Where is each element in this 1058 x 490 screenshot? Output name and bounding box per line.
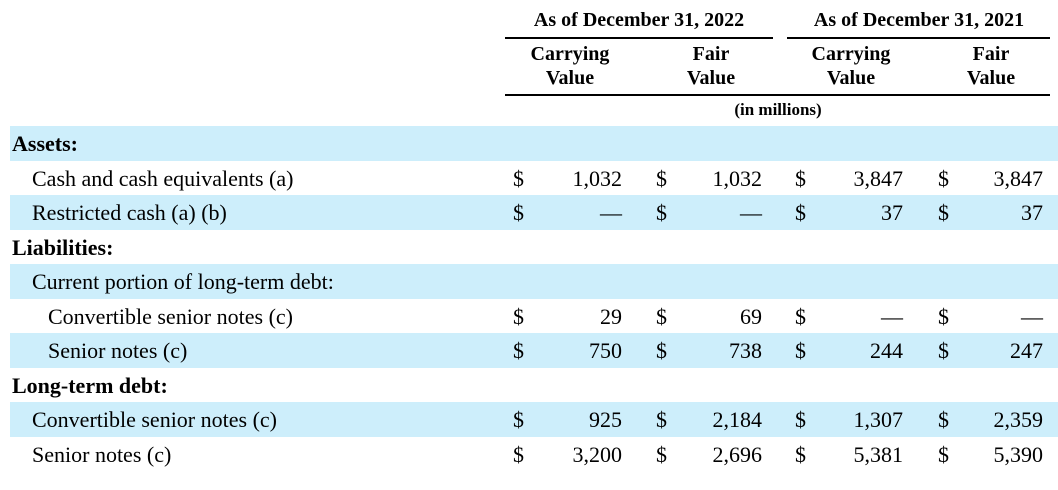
currency-sign: $ <box>795 441 806 467</box>
currency-sign: $ <box>795 338 806 363</box>
cell-value: — <box>881 303 903 329</box>
column-header: Value <box>966 67 1016 89</box>
row-label: Convertible senior notes (c) <box>32 407 277 432</box>
cell-value: 5,390 <box>993 441 1044 467</box>
currency-sign: $ <box>656 441 667 467</box>
currency-sign: $ <box>795 200 806 225</box>
row-label: Current portion of long-term debt: <box>32 269 334 294</box>
cell-value: 244 <box>870 338 903 363</box>
cell-value: 738 <box>729 338 762 363</box>
currency-sign: $ <box>938 200 949 225</box>
row-label: Liabilities: <box>12 234 114 260</box>
table-row: Convertible senior notes (c) $925 $2,184 $1… <box>10 402 1058 437</box>
cell-value: 2,696 <box>712 441 763 467</box>
currency-sign: $ <box>513 200 524 225</box>
units: (in millions) <box>734 100 822 119</box>
column-header: Fair <box>972 43 1010 65</box>
group-header: As of December 31, 2022 <box>533 9 745 31</box>
currency-sign: $ <box>656 165 667 191</box>
row-label: Long-term debt: <box>12 372 168 398</box>
table-row: Cash and cash equivalents (a) $1,032 $1,03… <box>10 161 1058 196</box>
cell-value: 3,847 <box>993 165 1044 191</box>
column-header: Value <box>826 67 876 89</box>
cell-value: 750 <box>589 338 622 363</box>
cell-value: 1,032 <box>712 165 763 191</box>
currency-sign: $ <box>795 407 806 432</box>
header-rule <box>505 94 1050 96</box>
column-header: Carrying <box>530 43 610 65</box>
table-row: Liabilities: <box>10 230 1058 265</box>
currency-sign: $ <box>656 200 667 225</box>
row-label: Senior notes (c) <box>48 338 188 363</box>
cell-value: 1,032 <box>572 165 623 191</box>
cell-value: 2,359 <box>993 407 1044 432</box>
currency-sign: $ <box>938 303 949 329</box>
column-header: Fair <box>692 43 730 65</box>
cell-value: 5,381 <box>853 441 904 467</box>
table-row: Assets: <box>10 126 1058 161</box>
column-header: Value <box>545 67 595 89</box>
currency-sign: $ <box>795 165 806 191</box>
currency-sign: $ <box>656 303 667 329</box>
group-header: As of December 31, 2021 <box>813 9 1025 31</box>
currency-sign: $ <box>795 303 806 329</box>
cell-value: 247 <box>1010 338 1043 363</box>
currency-sign: $ <box>938 407 949 432</box>
table-row: Senior notes (c) $3,200 $2,696 $5,381 $5,390 <box>10 437 1058 472</box>
row-label: Restricted cash (a) (b) <box>32 200 227 225</box>
row-label: Senior notes (c) <box>32 441 172 467</box>
cell-value: 37 <box>1021 200 1043 225</box>
cell-value: — <box>740 200 762 225</box>
currency-sign: $ <box>656 407 667 432</box>
currency-sign: $ <box>513 441 524 467</box>
row-label: Assets: <box>12 131 78 156</box>
table-row: Convertible senior notes (c) $29 $69 $ — $ — <box>10 299 1058 334</box>
cell-value: 29 <box>600 303 622 329</box>
cell-value: 1,307 <box>853 407 904 432</box>
cell-value: 2,184 <box>712 407 763 432</box>
cell-value: 37 <box>881 200 903 225</box>
table-row: Restricted cash (a) (b) $ — $ — $37 $37 <box>10 195 1058 230</box>
group-rule <box>505 37 773 39</box>
cell-value: 69 <box>740 303 762 329</box>
group-rule <box>787 37 1050 39</box>
currency-sign: $ <box>938 441 949 467</box>
column-header: Carrying <box>811 43 891 65</box>
row-label: Convertible senior notes (c) <box>48 303 293 329</box>
table-row: Current portion of long-term debt: <box>10 264 1058 299</box>
column-header: Value <box>686 67 736 89</box>
table-row: Long-term debt: <box>10 368 1058 403</box>
currency-sign: $ <box>513 338 524 363</box>
cell-value: 925 <box>589 407 622 432</box>
cell-value: 3,200 <box>572 441 623 467</box>
cell-value: — <box>1021 303 1043 329</box>
currency-sign: $ <box>513 407 524 432</box>
currency-sign: $ <box>938 338 949 363</box>
table-row: Senior notes (c) $750 $738 $244 $247 <box>10 333 1058 368</box>
row-label: Cash and cash equivalents (a) <box>32 165 294 191</box>
currency-sign: $ <box>938 165 949 191</box>
currency-sign: $ <box>513 165 524 191</box>
cell-value: 3,847 <box>853 165 904 191</box>
currency-sign: $ <box>656 338 667 363</box>
currency-sign: $ <box>513 303 524 329</box>
cell-value: — <box>600 200 622 225</box>
